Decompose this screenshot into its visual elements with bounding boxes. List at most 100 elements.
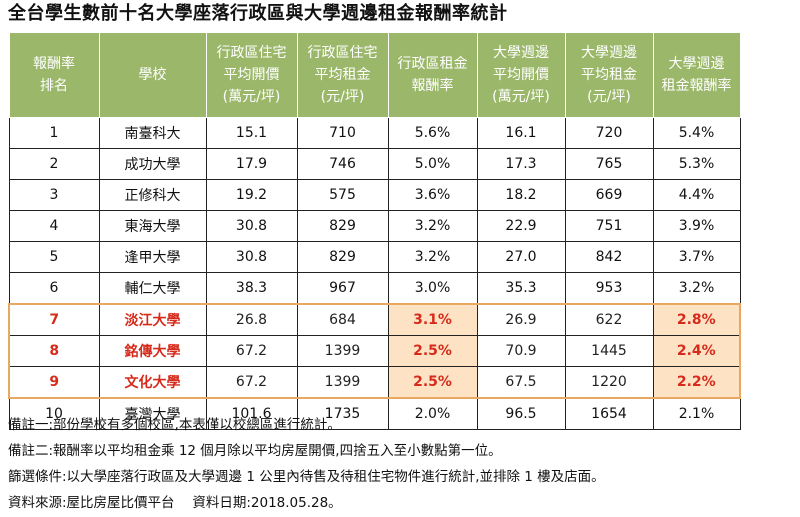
table-row: 9 文化大學 67.2 1399 2.5% 67.5 1220 2.2% [8,366,741,399]
school-cell: 淡江大學 [98,303,207,336]
stats-table: 報酬率 排名 學校 行政區住宅 平均開價 (萬元/坪) 行政區住宅 平均租金 (元/坪) 行政區租… [8,32,741,430]
university-price-cell: 70.9 [476,335,566,367]
header-school: 學校 [98,32,207,118]
university-price-cell: 67.5 [476,366,566,399]
header-university-yield: 大學週邊 租金報酬率 [652,32,741,118]
university-price-cell: 26.9 [476,303,566,336]
university-rent-cell: 751 [564,210,654,242]
district-rent-cell: 575 [296,179,389,211]
header-university-rent: 大學週邊 平均租金 (元/坪) [564,32,654,118]
university-price-cell: 27.0 [476,241,566,273]
district-yield-cell: 5.6% [387,117,478,149]
district-price-cell: 30.8 [205,210,298,242]
note-1: 備註一:部份學校有多個校區,本表僅以校總區進行統計。 [8,417,341,433]
rank-cell: 4 [8,210,100,242]
district-rent-cell: 967 [296,272,389,305]
district-yield-cell: 3.6% [387,179,478,211]
rank-cell: 2 [8,148,100,180]
header-line: 平均開價 [493,67,549,83]
district-rent-cell: 710 [296,117,389,149]
header-district-yield: 行政區租金 報酬率 [387,32,478,118]
university-yield-cell: 3.9% [652,210,741,242]
rank-cell: 8 [8,335,100,367]
district-yield-cell: 3.0% [387,272,478,305]
university-price-cell: 18.2 [476,179,566,211]
school-cell: 東海大學 [98,210,207,242]
table-row: 1 南臺科大 15.1 710 5.6% 16.1 720 5.4% [8,117,741,149]
rank-cell: 6 [8,272,100,305]
university-rent-cell: 720 [564,117,654,149]
table-body: 1 南臺科大 15.1 710 5.6% 16.1 720 5.4% 2 成功大學 17.9 746 5… [8,117,741,430]
university-rent-cell: 1445 [564,335,654,367]
district-yield-cell: 3.2% [387,210,478,242]
district-rent-cell: 829 [296,210,389,242]
district-price-cell: 67.2 [205,366,298,399]
district-yield-cell: 2.5% [387,366,478,399]
university-yield-cell: 5.4% [652,117,741,149]
notes: 備註一:部份學校有多個校區,本表僅以校總區進行統計。 備註二:報酬率以平均租金乘… [8,412,605,516]
university-yield-cell: 3.7% [652,241,741,273]
rank-cell: 9 [8,366,100,399]
header-district-rent: 行政區住宅平均租金 (元/坪) [296,32,389,118]
note-4: 資料來源:屋比房屋比價平台 資料日期:2018.05.28。 [8,495,342,511]
school-cell: 輔仁大學 [98,272,207,305]
table-row: 4 東海大學 30.8 829 3.2% 22.9 751 3.9% [8,210,741,242]
school-cell: 成功大學 [98,148,207,180]
university-yield-cell: 2.8% [652,303,741,336]
district-price-cell: 30.8 [205,241,298,273]
university-rent-cell: 842 [564,241,654,273]
district-rent-cell: 684 [296,303,389,336]
district-rent-cell: 746 [296,148,389,180]
header-line: 大學週邊 [581,45,637,61]
header-district-price: 行政區住宅 平均開價 (萬元/坪) [205,32,298,118]
school-cell: 南臺科大 [98,117,207,149]
district-rent-cell: 829 [296,241,389,273]
district-price-cell: 26.8 [205,303,298,336]
table-header: 報酬率 排名 學校 行政區住宅 平均開價 (萬元/坪) 行政區住宅 平均租金 (元/坪) 行政區租… [8,32,741,118]
university-rent-cell: 669 [564,179,654,211]
header-line: 報酬率 [411,78,454,94]
header-line: 行政區住宅 [307,45,378,61]
rank-cell: 1 [8,117,100,149]
district-rent-cell: 1735 [296,397,389,430]
table-row: 6 輔仁大學 38.3 967 3.0% 35.3 953 3.2% [8,272,741,305]
page-title: 全台學生數前十名大學座落行政區與大學週邊租金報酬率統計 [8,3,508,24]
district-rent-cell: 1399 [296,335,389,367]
header-line: (元/坪) [587,89,631,105]
district-price-cell: 15.1 [205,117,298,149]
header-line: 學校 [138,67,167,83]
header-line: (元/坪) [320,89,365,105]
note-3: 篩選條件:以大學座落行政區及大學週邊 1 公里內待售及待租住宅物件進行統計,並排… [8,469,605,485]
header-line: 平均開價 [223,67,280,83]
university-rent-cell: 953 [564,272,654,305]
table-row: 2 成功大學 17.9 746 5.0% 17.3 765 5.3% [8,148,741,180]
note-2: 備註二:報酬率以平均租金乘 12 個月除以平均房屋開價,四捨五入至小數點第一位。 [8,443,502,459]
university-yield-cell: 4.4% [652,179,741,211]
table-row: 7 淡江大學 26.8 684 3.1% 26.9 622 2.8% [8,303,741,336]
rank-cell: 7 [8,303,100,336]
university-price-cell: 22.9 [476,210,566,242]
district-yield-cell: 3.1% [387,303,478,336]
university-price-cell: 35.3 [476,272,566,305]
rank-cell: 3 [8,179,100,211]
header-line: 平均租金 [314,67,371,83]
header-line: 租金報酬率 [661,78,732,94]
rank-cell: 5 [8,241,100,273]
district-yield-cell: 2.5% [387,335,478,367]
header-row: 報酬率 排名 學校 行政區住宅 平均開價 (萬元/坪) 行政區住宅 平均租金 (元/坪) 行政區租… [8,32,741,118]
header-line: 行政區住宅 [216,45,287,61]
university-rent-cell: 622 [564,303,654,336]
district-price-cell: 17.9 [205,148,298,180]
school-cell: 臺灣大學 [98,397,207,430]
university-rent-cell: 1220 [564,366,654,399]
university-yield-cell: 2.2% [652,366,741,399]
school-cell: 文化大學 [98,366,207,399]
header-university-price: 大學週邊 平均開價 (萬元/坪) [476,32,566,118]
district-yield-cell: 5.0% [387,148,478,180]
school-cell: 逢甲大學 [98,241,207,273]
district-price-cell: 67.2 [205,335,298,367]
header-line: (萬元/坪) [492,89,550,105]
university-price-cell: 17.3 [476,148,566,180]
table-row: 8 銘傳大學 67.2 1399 2.5% 70.9 1445 2.4% [8,335,741,367]
university-yield-cell: 3.2% [652,272,741,305]
